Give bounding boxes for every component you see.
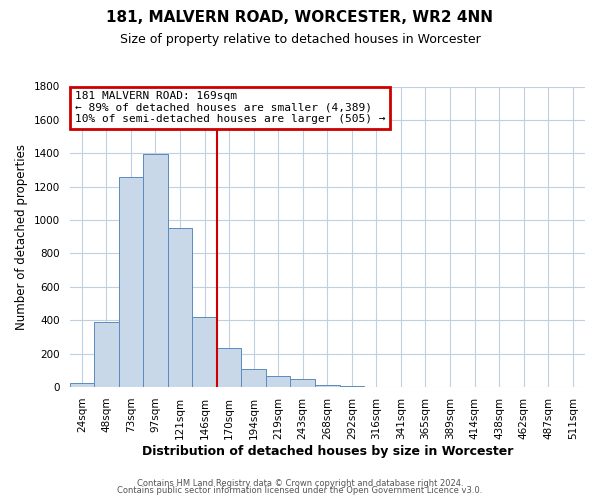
Bar	[266, 376, 290, 387]
Bar	[143, 154, 168, 387]
Bar	[119, 176, 143, 387]
Bar	[241, 368, 266, 387]
Bar	[217, 348, 241, 387]
Y-axis label: Number of detached properties: Number of detached properties	[15, 144, 28, 330]
Bar	[364, 386, 389, 387]
Bar	[315, 386, 340, 387]
Bar	[70, 383, 94, 387]
Text: Size of property relative to detached houses in Worcester: Size of property relative to detached ho…	[119, 32, 481, 46]
Bar	[192, 317, 217, 387]
X-axis label: Distribution of detached houses by size in Worcester: Distribution of detached houses by size …	[142, 444, 513, 458]
Bar	[168, 228, 192, 387]
Text: Contains HM Land Registry data © Crown copyright and database right 2024.: Contains HM Land Registry data © Crown c…	[137, 478, 463, 488]
Bar	[340, 386, 364, 387]
Bar	[290, 378, 315, 387]
Text: 181 MALVERN ROAD: 169sqm
← 89% of detached houses are smaller (4,389)
10% of sem: 181 MALVERN ROAD: 169sqm ← 89% of detach…	[74, 91, 385, 124]
Text: Contains public sector information licensed under the Open Government Licence v3: Contains public sector information licen…	[118, 486, 482, 495]
Bar	[94, 322, 119, 387]
Text: 181, MALVERN ROAD, WORCESTER, WR2 4NN: 181, MALVERN ROAD, WORCESTER, WR2 4NN	[107, 10, 493, 25]
